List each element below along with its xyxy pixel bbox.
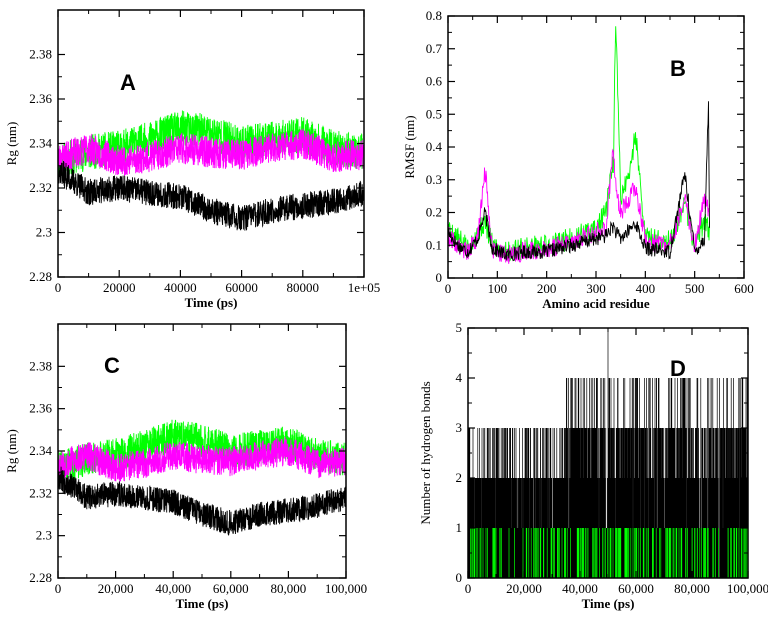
y-axis-title: Number of hydrogen bonds	[418, 381, 433, 524]
y-tick-label: 2.32	[29, 180, 52, 195]
y-tick-label: 0.3	[426, 172, 442, 187]
series-green	[448, 26, 710, 263]
y-axis-title: Rg (nm)	[4, 429, 19, 473]
series-black	[448, 101, 710, 262]
x-tick-label: 100	[488, 281, 508, 296]
x-tick-label: 400	[636, 281, 656, 296]
y-tick-label: 2.38	[29, 47, 52, 62]
series-magenta	[448, 148, 710, 264]
x-tick-label: 60000	[225, 280, 258, 295]
plot-area	[468, 328, 748, 578]
y-tick-label: 2.3	[36, 225, 52, 240]
y-tick-label: 2.28	[29, 570, 52, 585]
x-tick-label: 20,000	[506, 581, 542, 596]
x-tick-label: 20,000	[98, 581, 134, 596]
y-tick-label: 3	[456, 420, 463, 435]
y-tick-label: 0	[436, 270, 443, 285]
x-axis-title: Amino acid residue	[542, 296, 650, 311]
y-tick-label: 0.2	[426, 205, 442, 220]
panel-a-rg-plot: 0 20000 40000 60000 80000 1e+05 2.28 2.3 2.32 2.3…	[4, 9, 381, 310]
y-tick-label: 1	[456, 520, 463, 535]
y-tick-label: 0.8	[426, 8, 442, 23]
series-black	[58, 466, 346, 536]
panel-d-hbond-plot: 0 20,000 40,000 60,000 80,000 100,000 0 1 2 3 4 5 Ti…	[418, 320, 768, 611]
y-tick-label: 2.32	[29, 485, 52, 500]
panel-c-rg-plot: 0 20,000 40,000 60,000 80,000 100,0002.282.32…	[4, 323, 367, 611]
x-tick-label: 80,000	[271, 581, 307, 596]
x-tick-label: 0	[465, 581, 472, 596]
plot-area	[58, 110, 364, 231]
x-tick-label: 0	[55, 581, 62, 596]
y-tick-label: 0.1	[426, 237, 442, 252]
y-tick-label: 0.5	[426, 106, 442, 121]
series-magenta	[58, 128, 364, 177]
y-tick-label: 0.7	[426, 41, 443, 56]
panel-letter: C	[104, 353, 120, 378]
plot-area	[448, 26, 710, 264]
y-tick-label: 0.4	[426, 139, 443, 154]
x-tick-label: 60,000	[213, 581, 249, 596]
x-axis-title: Time (ps)	[582, 596, 635, 611]
x-tick-label: 80,000	[674, 581, 710, 596]
panel-b-rmsf-plot: 0 100 200 300 400 500 600 0 0.1 0.2 0.3 0.4 0.5 0.6 0.…	[402, 8, 754, 311]
y-axis-title: Rg (nm)	[4, 122, 19, 166]
x-tick-label: 100,000	[727, 581, 768, 596]
x-tick-label: 40,000	[155, 581, 191, 596]
x-tick-label: 0	[55, 280, 62, 295]
x-tick-label: 300	[586, 281, 606, 296]
y-tick-label: 4	[456, 370, 463, 385]
y-tick-label: 2.34	[29, 443, 52, 458]
y-axis-title: RMSF (nm)	[402, 115, 417, 178]
y-tick-label: 2.36	[29, 91, 52, 106]
y-tick-label: 2.38	[29, 358, 52, 373]
y-tick-label: 0.6	[426, 74, 443, 89]
panel-letter: D	[670, 356, 686, 381]
y-tick-label: 5	[456, 320, 463, 335]
x-tick-label: 40,000	[562, 581, 598, 596]
x-tick-label: 80000	[287, 280, 320, 295]
x-tick-label: 500	[685, 281, 705, 296]
y-tick-label: 2.28	[29, 269, 52, 284]
panel-letter: B	[670, 56, 686, 81]
x-tick-label: 20000	[103, 280, 136, 295]
plot-area	[58, 419, 346, 536]
y-tick-label: 0	[456, 570, 463, 585]
x-axis-title: Time (ps)	[185, 295, 238, 310]
x-tick-label: 0	[445, 281, 452, 296]
x-tick-label: 1e+05	[348, 280, 381, 295]
x-tick-label: 40000	[164, 280, 197, 295]
series-green	[470, 528, 748, 578]
y-tick-label: 2	[456, 470, 463, 485]
series-magenta	[58, 436, 346, 482]
y-tick-label: 2.3	[36, 528, 52, 543]
panel-letter: A	[120, 70, 136, 95]
x-tick-label: 200	[537, 281, 557, 296]
x-axis-title: Time (ps)	[176, 596, 229, 611]
x-tick-label: 60,000	[618, 581, 654, 596]
x-tick-label: 600	[734, 281, 754, 296]
series-black	[58, 160, 364, 231]
y-tick-label: 2.36	[29, 401, 52, 416]
x-tick-label: 100,000	[325, 581, 367, 596]
y-tick-label: 2.34	[29, 136, 52, 151]
